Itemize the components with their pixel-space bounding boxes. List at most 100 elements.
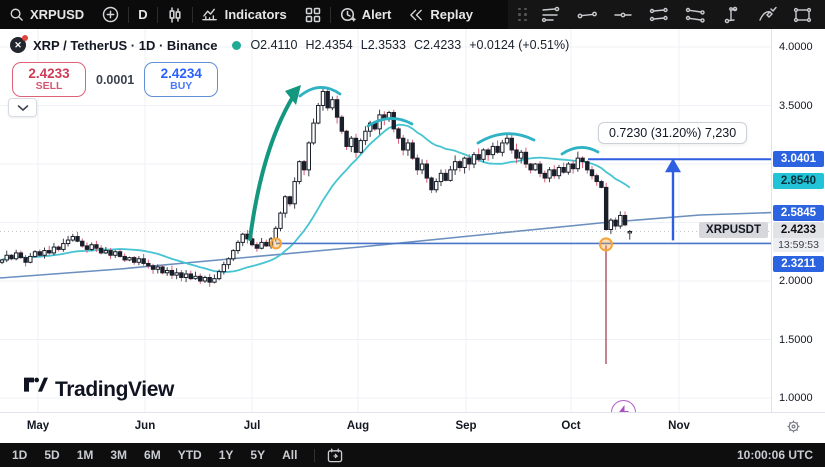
drag-handle-icon[interactable] [518, 7, 527, 22]
current-price-label: 2.4233 [773, 222, 824, 239]
replay-button[interactable]: Replay [400, 0, 482, 29]
bottom-toolbar: 1D 5D 1M 3M 6M YTD 1Y 5Y All 10:00:06 UTC [0, 443, 825, 467]
horizontal-ray-icon[interactable] [607, 3, 639, 27]
current-price-badge: 2.4233 13:59:53 [773, 222, 824, 253]
time-axis-month-label: Aug [346, 420, 370, 432]
order-panel: 2.4233 SELL 0.0001 2.4234 BUY [12, 62, 219, 97]
interval-button[interactable]: D [129, 0, 156, 29]
time-axis-month-label: Oct [561, 420, 581, 432]
disjoint-channel-icon[interactable] [679, 3, 711, 27]
range-button-1y[interactable]: 1Y [218, 448, 234, 462]
toolbar-divider [156, 6, 158, 23]
collapse-order-panel-button[interactable] [8, 98, 37, 117]
gear-icon[interactable] [786, 419, 801, 439]
time-axis-month-label: Jul [243, 420, 261, 432]
tradingview-logo[interactable]: TradingView [24, 376, 174, 403]
brush-icon[interactable] [751, 3, 783, 27]
bar-countdown: 13:59:53 [773, 238, 824, 253]
chart-legend: ✕ XRP / TetherUS · 1D · Binance O2.4110 … [10, 35, 569, 53]
symbol-search-button[interactable]: XRPUSD [0, 0, 93, 29]
search-icon [9, 7, 24, 22]
range-button-1d[interactable]: 1D [12, 448, 28, 462]
date-range-switcher: 1D 5D 1M 3M 6M YTD 1Y 5Y All [12, 448, 314, 462]
range-button-1m[interactable]: 1M [76, 448, 94, 462]
toolbar-divider [191, 6, 193, 23]
price-line-symbol-tag: XRPUSDT [699, 222, 768, 239]
interval-label: D [138, 7, 148, 22]
lightning-icon [619, 405, 629, 412]
measure-tooltip: 0.7230 (31.20%) 7,230 [598, 122, 748, 144]
alert-clock-icon [340, 7, 356, 23]
price-axis-label: 2.0000 [779, 275, 813, 287]
candlestick-chart[interactable] [0, 29, 771, 412]
sell-label: SELL [35, 80, 63, 93]
plus-circle-icon [102, 6, 119, 23]
time-axis-month-label: Sep [455, 420, 477, 432]
alert-button[interactable]: Alert [331, 0, 401, 29]
price-axis-line-badge: 2.8540 [773, 173, 824, 190]
chart-style-button[interactable] [158, 0, 192, 29]
symbol-name: XRPUSD [30, 7, 85, 22]
high-value: H2.4354 [305, 38, 353, 52]
layout-grid-button[interactable] [296, 0, 330, 29]
change-value: +0.0124 (+0.51%) [469, 38, 570, 52]
indicators-label: Indicators [224, 7, 287, 22]
close-value: C2.4233 [413, 38, 462, 52]
legend-title[interactable]: XRP / TetherUS · 1D · Binance [33, 37, 218, 53]
sell-price: 2.4233 [28, 65, 70, 81]
trend-line-icon[interactable] [571, 3, 603, 27]
trend-line-list-icon[interactable] [535, 3, 567, 27]
price-axis-label: 4.0000 [779, 41, 813, 53]
tradingview-logo-icon [24, 376, 48, 403]
replay-icon [409, 8, 424, 22]
spread-value: 0.0001 [96, 72, 135, 87]
indicators-button[interactable]: Indicators [193, 0, 296, 29]
toolbar-divider [329, 6, 331, 23]
replay-label: Replay [430, 7, 473, 22]
chart-pane[interactable]: ✕ XRP / TetherUS · 1D · Binance O2.4110 … [0, 29, 771, 412]
price-axis-label: 1.0000 [779, 392, 813, 404]
ohlc-values: O2.4110 H2.4354 L2.3533 C2.4233 +0.0124 … [250, 38, 569, 52]
range-button-5y[interactable]: 5Y [250, 448, 266, 462]
grid-layout-icon [305, 7, 321, 23]
range-button-ytd[interactable]: YTD [177, 448, 202, 462]
range-button-all[interactable]: All [282, 448, 298, 462]
candlestick-icon [167, 6, 183, 23]
buy-price: 2.4234 [160, 65, 202, 81]
chevron-down-icon [17, 99, 29, 117]
top-toolbar: XRPUSD D Indicators [0, 0, 825, 29]
bottombar-divider [314, 448, 316, 462]
parallel-channel-icon[interactable] [643, 3, 675, 27]
price-axis-line-badge: 2.3211 [773, 256, 824, 273]
toolbar-divider [128, 6, 130, 23]
range-button-6m[interactable]: 6M [144, 448, 161, 462]
utc-clock[interactable]: 10:00:06 UTC [736, 448, 813, 462]
price-axis-label: 3.5000 [779, 99, 813, 112]
price-axis[interactable]: 2.4233 13:59:53 4.0000 3.5000 2.0000 1.5000… [771, 29, 825, 412]
price-axis-line-badge: 2.5845 [773, 204, 824, 221]
low-value: L2.3533 [360, 38, 406, 52]
go-to-date-button[interactable] [327, 447, 343, 463]
buy-button[interactable]: 2.4234 BUY [144, 62, 219, 97]
tradingview-logo-text: TradingView [55, 377, 174, 401]
market-status-dot-icon [232, 40, 242, 50]
time-axis-month-label: May [26, 420, 50, 432]
compare-add-button[interactable] [93, 0, 128, 29]
drawing-toolbar [508, 0, 825, 29]
time-axis[interactable]: May Jun Jul Aug Sep Oct Nov [0, 412, 825, 443]
buy-label: BUY [170, 80, 193, 93]
symbol-logo-icon: ✕ [10, 35, 28, 53]
indicators-icon [201, 7, 219, 23]
time-axis-month-label: Jun [134, 420, 156, 432]
price-axis-label: 1.5000 [779, 333, 813, 346]
open-value: O2.4110 [250, 38, 298, 52]
range-button-5d[interactable]: 5D [44, 448, 60, 462]
vertical-line-icon[interactable] [715, 3, 747, 27]
sell-button[interactable]: 2.4233 SELL [12, 62, 86, 97]
calendar-icon [328, 447, 343, 462]
price-axis-line-badge: 3.0401 [773, 151, 824, 168]
range-button-3m[interactable]: 3M [110, 448, 128, 462]
rectangle-icon[interactable] [787, 3, 819, 27]
time-axis-month-label: Nov [668, 420, 690, 432]
